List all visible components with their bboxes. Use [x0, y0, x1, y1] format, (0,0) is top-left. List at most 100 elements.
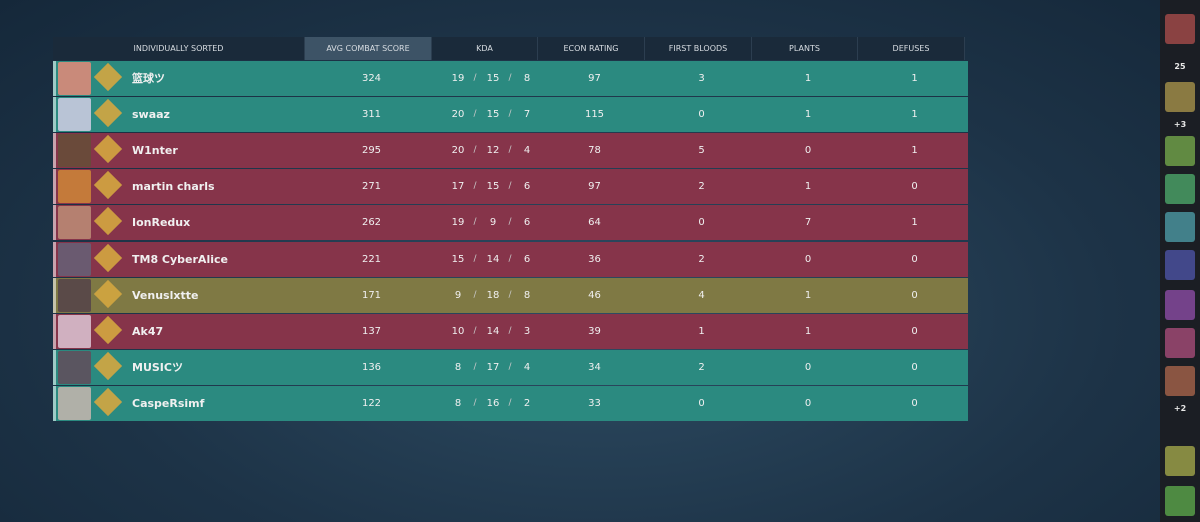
first-bloods: 0: [698, 109, 705, 121]
separator: /: [508, 181, 512, 192]
defuses: 0: [911, 361, 918, 373]
friend-avatar: [1165, 366, 1195, 396]
first-bloods: 1: [698, 325, 705, 337]
agent-portrait: [58, 386, 91, 420]
assists: 4: [523, 145, 531, 157]
combat-score: 262: [361, 217, 382, 229]
kills: 19: [451, 73, 465, 84]
friend-avatar: [1165, 14, 1195, 44]
plants: 7: [804, 217, 812, 229]
column-header: ECON RATING: [538, 37, 645, 60]
group-count: +2: [1173, 404, 1187, 413]
assists: 7: [523, 109, 531, 121]
friend-avatar: [1165, 212, 1195, 242]
agent-portrait: [58, 350, 91, 384]
assists: 6: [523, 253, 531, 265]
kills: 8: [454, 397, 462, 409]
party-sidebar: 25 +3 +2: [1160, 0, 1200, 522]
kills: 9: [454, 289, 462, 301]
combat-score: 171: [361, 289, 382, 301]
econ-rating: 34: [588, 361, 601, 373]
agent-portrait: [58, 314, 91, 348]
plants: 1: [804, 109, 812, 121]
player-name: 篮球ツ: [132, 72, 165, 85]
rank-icon: [93, 315, 123, 344]
assists: 6: [523, 217, 531, 229]
rank-icon: [93, 171, 123, 200]
plants: 1: [804, 73, 812, 84]
assists: 6: [523, 181, 531, 193]
rank-icon: [93, 387, 123, 417]
combat-score: 136: [361, 361, 382, 373]
count: 25: [1174, 62, 1186, 71]
rank-icon: [93, 279, 123, 308]
defuses: 1: [911, 73, 918, 84]
combat-score: 137: [361, 325, 382, 337]
econ-rating: 97: [588, 73, 601, 84]
player-name: CaspeRsimf: [132, 396, 205, 410]
separator: /: [473, 397, 477, 408]
agent-portrait: [58, 206, 91, 240]
kills: 10: [451, 325, 465, 337]
first-bloods: 4: [698, 289, 705, 301]
separator: /: [508, 361, 512, 372]
econ-rating: 36: [588, 253, 601, 265]
defuses: 0: [911, 253, 918, 265]
assists: 3: [523, 325, 531, 337]
first-bloods: 2: [698, 181, 705, 193]
separator: /: [473, 289, 477, 300]
plants: 1: [804, 325, 812, 337]
player-row: swaaz 311 20 / 15 / 7 115 0 1 1: [53, 97, 968, 133]
econ-rating: 78: [588, 145, 601, 157]
econ-rating: 33: [588, 397, 601, 409]
kills: 17: [451, 181, 465, 193]
column-header: PLANTS: [752, 37, 858, 60]
separator: /: [508, 253, 512, 264]
deaths: 15: [486, 109, 500, 121]
player-name: W1nter: [132, 144, 178, 158]
separator: /: [473, 325, 477, 336]
player-row: Ak47 137 10/14/3 39 1 1 0: [53, 313, 968, 349]
column-header: FIRST BLOODS: [645, 37, 752, 60]
econ-rating: 39: [588, 325, 601, 337]
player-name: Venuslxtte: [132, 288, 199, 302]
deaths: 14: [486, 253, 500, 265]
defuses: 0: [911, 289, 918, 301]
separator: /: [473, 181, 477, 192]
rank-icon: [93, 207, 123, 236]
combat-score: 311: [361, 109, 382, 121]
combat-score: 221: [361, 253, 382, 265]
assists: 8: [523, 73, 531, 84]
agent-portrait: [58, 170, 91, 204]
player-name: TM8 CyberAlice: [132, 252, 228, 266]
rank-icon: [93, 98, 123, 128]
kills: 20: [451, 109, 465, 121]
player-name: martin charls: [132, 180, 215, 194]
player-row: W1nter 295 20 / 12 / 4 78 5 0 1: [53, 133, 968, 169]
econ-rating: 64: [588, 217, 601, 229]
player-row: 篮球ツ 324 19 / 15 / 8 97 3 1 1: [53, 61, 968, 96]
plants: 0: [804, 397, 812, 409]
first-bloods: 0: [698, 217, 705, 229]
deaths: 12: [486, 145, 500, 157]
player-name: MUSICツ: [132, 360, 183, 374]
separator: /: [473, 109, 477, 120]
separator: /: [473, 145, 477, 156]
plants: 0: [804, 145, 812, 157]
player-row: Venuslxtte 171 9 / 18 / 8 46 4 1 0: [53, 277, 968, 313]
econ-rating: 46: [588, 289, 601, 301]
agent-portrait: [58, 242, 91, 276]
kills: 8: [454, 361, 462, 373]
defuses: 0: [911, 397, 918, 409]
friend-avatar: [1165, 290, 1195, 320]
player-row: CaspeRsimf 122 8 / 16 / 2 33 0 0 0: [53, 385, 968, 421]
column-header: KDA: [432, 37, 538, 60]
player-row: martin charls 271 17 / 15 / 6 97 2 1 0: [53, 169, 968, 205]
defuses: 1: [911, 145, 918, 157]
friend-avatar: [1165, 446, 1195, 476]
friend-avatar: [1165, 136, 1195, 166]
rank-icon: [93, 62, 123, 92]
agent-portrait: [58, 62, 91, 95]
deaths: 15: [486, 181, 500, 193]
separator: /: [508, 109, 512, 120]
